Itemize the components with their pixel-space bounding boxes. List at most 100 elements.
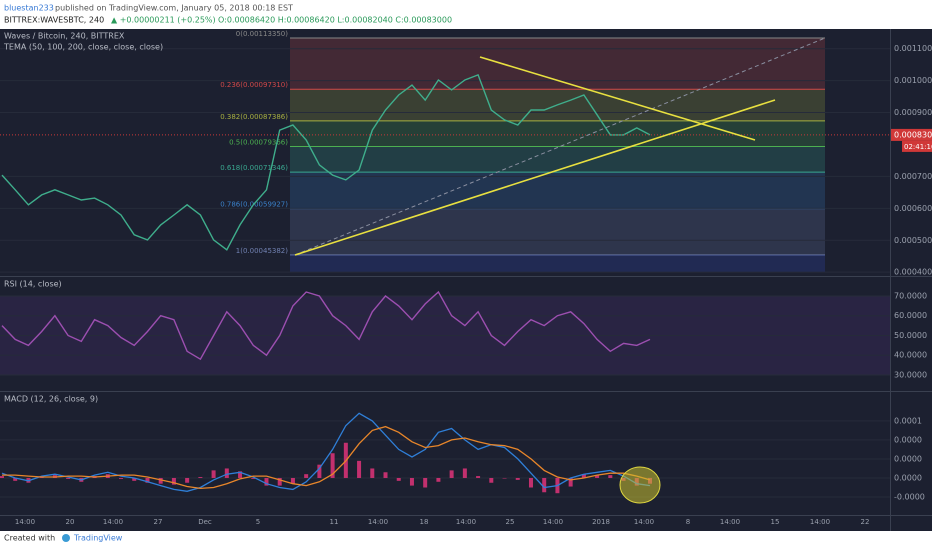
fib-label: 0.382(0.00087386): [220, 113, 288, 121]
x-tick-label: 2018: [592, 518, 610, 526]
histogram-bar: [330, 453, 335, 478]
histogram-bar: [370, 468, 375, 478]
y-tick-label: 0.00110000: [894, 44, 932, 53]
footer-created: Created with: [4, 534, 55, 543]
x-tick-label: 14:00: [543, 518, 563, 526]
y-tick-label: 0.0000: [894, 435, 922, 444]
y-tick-label: 0.0000: [894, 473, 922, 482]
histogram-bar: [409, 477, 414, 486]
histogram-bar: [211, 470, 216, 478]
histogram-bar: [304, 474, 309, 478]
histogram-bar: [277, 477, 282, 486]
histogram-bar: [185, 477, 190, 483]
macd-line: [2, 425, 651, 490]
panel-subtitle: TEMA (50, 100, 200, close, close, close): [3, 43, 163, 52]
x-tick-label: 27: [154, 518, 163, 526]
x-tick-label: 14:00: [810, 518, 830, 526]
x-tick-label: 22: [861, 518, 870, 526]
histogram-bar: [132, 477, 137, 481]
histogram-bar: [224, 468, 229, 478]
histogram-bar: [66, 477, 71, 479]
histogram-bar: [581, 474, 586, 478]
histogram-bar: [198, 477, 203, 478]
panel-title: Waves / Bitcoin, 240, BITTREX: [4, 32, 125, 41]
fib-label: 0.5(0.00079366): [229, 139, 288, 147]
y-tick-label: 50.0000: [894, 331, 927, 340]
histogram-bar: [119, 477, 124, 479]
x-tick-label: 20: [66, 518, 75, 526]
histogram-bar: [489, 477, 494, 483]
histogram-bar: [0, 476, 4, 478]
histogram-bar: [476, 476, 481, 478]
histogram-bar: [608, 475, 613, 478]
price-line: [1, 290, 651, 361]
x-tick-label: 15: [771, 518, 780, 526]
histogram-bar: [383, 472, 388, 478]
histogram-bar: [568, 477, 573, 487]
histogram-bar: [595, 475, 600, 478]
histogram-bar: [171, 477, 176, 485]
fib-label: 1(0.00045382): [236, 247, 288, 255]
footer-brand[interactable]: TradingView: [73, 534, 123, 543]
x-tick-label: 14:00: [634, 518, 654, 526]
y-tick-label: 0.00070000: [894, 172, 932, 181]
fib-label: 0.618(0.00071346): [220, 164, 288, 172]
histogram-bar: [396, 477, 401, 481]
x-tick-label: 11: [330, 518, 339, 526]
y-tick-label: -0.0000: [894, 493, 925, 502]
histogram-bar: [158, 477, 163, 484]
y-tick-label: 0.00040000: [894, 268, 932, 277]
histogram-bar: [542, 477, 547, 493]
fib-label: 0(0.00113350): [236, 30, 288, 38]
fib-extension: [290, 255, 825, 272]
x-tick-label: 25: [506, 518, 515, 526]
x-tick-label: 14:00: [15, 518, 35, 526]
histogram-bar: [290, 477, 295, 484]
y-tick-label: 0.00050000: [894, 236, 932, 245]
price-line: [1, 73, 651, 251]
x-tick-label: 14:00: [368, 518, 388, 526]
countdown: 02:41:16: [904, 143, 932, 151]
y-tick-label: 0.00090000: [894, 108, 932, 117]
x-tick-label: 14:00: [720, 518, 740, 526]
trendline-resistance: [479, 56, 756, 141]
trendline-dashed: [294, 37, 826, 256]
histogram-bar: [462, 468, 467, 478]
x-tick-label: Dec: [198, 518, 212, 526]
histogram-bar: [449, 470, 454, 478]
histogram-bar: [317, 464, 322, 478]
fib-band: [290, 208, 825, 256]
macd-line: [1, 412, 651, 492]
fib-band: [290, 120, 825, 147]
author[interactable]: bluestan233: [4, 4, 54, 13]
panel-title: RSI (14, close): [4, 280, 62, 289]
histogram-bar: [13, 477, 18, 481]
x-tick-label: 18: [420, 518, 429, 526]
symbol: BITTREX:WAVESBTC, 240: [4, 16, 104, 25]
panel-title: MACD (12, 26, close, 9): [4, 395, 98, 404]
x-tick-label: 14:00: [103, 518, 123, 526]
fib-band: [290, 146, 825, 173]
last-price-box: [891, 128, 932, 141]
ohlc: O:0.00086420 H:0.00086420 L:0.00082040 C…: [218, 16, 452, 25]
highlight-circle: [619, 466, 661, 504]
histogram-bar: [502, 477, 507, 479]
y-tick-label: 0.00100000: [894, 76, 932, 85]
y-tick-label: 30.0000: [894, 370, 927, 379]
x-tick-label: 5: [256, 518, 260, 526]
y-tick-label: 70.0000: [894, 291, 927, 300]
fib-band: [290, 38, 825, 90]
histogram-bar: [436, 477, 441, 482]
histogram-bar: [357, 460, 362, 478]
histogram-bar: [528, 477, 533, 488]
y-tick-label: 0.00060000: [894, 204, 932, 213]
fib-band: [290, 172, 825, 209]
last-price-label: 0.00083000: [894, 130, 932, 139]
x-tick-label: 14:00: [456, 518, 476, 526]
tv-logo: [62, 534, 70, 542]
histogram-bar: [238, 471, 243, 478]
y-tick-label: 0.0000: [894, 454, 922, 463]
fib-label: 0.236(0.00097310): [220, 81, 288, 89]
y-tick-label: 60.0000: [894, 311, 927, 320]
